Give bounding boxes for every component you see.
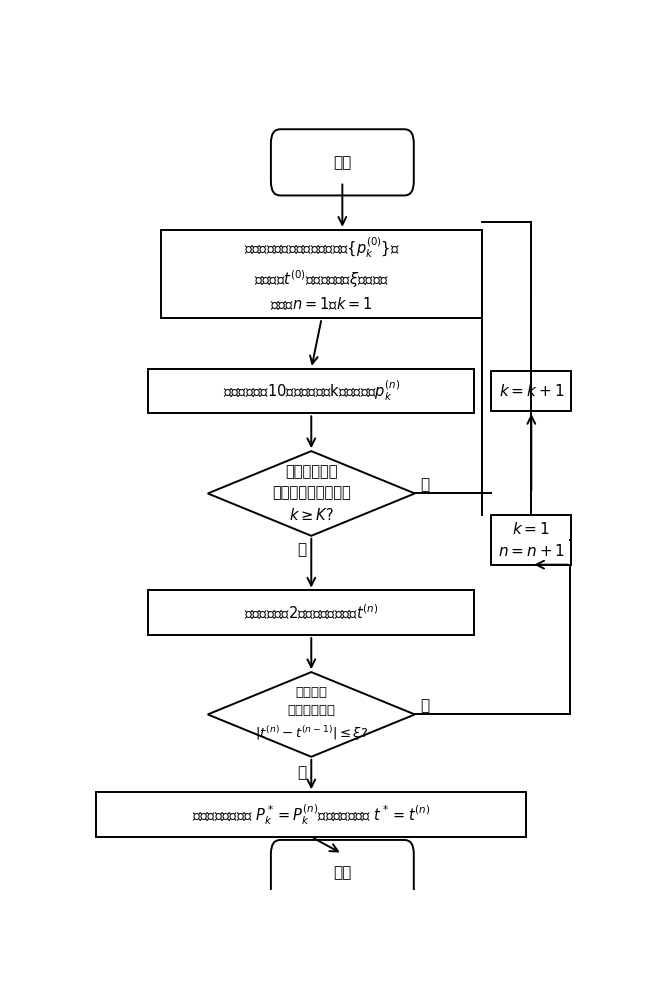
Text: 开始: 开始 (333, 155, 351, 170)
Text: 是: 是 (297, 542, 307, 557)
Text: 否: 否 (420, 698, 429, 713)
Polygon shape (208, 672, 415, 757)
Text: 初始化系统参数，设置传输功率$\{p_k^{(0)}\}$和
传输时间$t^{(0)}$，误差容忍度$\xi$，当前迭
代次数$n=1$，$k=1$: 初始化系统参数，设置传输功率$\{p_k^{(0)}\}$和 传输时间$t^{(… (244, 236, 399, 312)
Text: $k=1$
$n=n+1$: $k=1$ $n=n+1$ (498, 521, 565, 559)
Bar (491, 371, 571, 411)
Text: 判断算法
是否收敛，即
$|t^{(n)}-t^{(n-1)}|\leq\xi$?: 判断算法 是否收敛，即 $|t^{(n)}-t^{(n-1)}|\leq\xi$… (255, 686, 368, 743)
Text: 获得最优功率分配 $P_k^*=P_k^{(n)}$和最优传输时间 $t^*=t^{(n)}$: 获得最优功率分配 $P_k^*=P_k^{(n)}$和最优传输时间 $t^*=t… (192, 802, 431, 827)
Bar (96, 792, 526, 837)
FancyBboxPatch shape (271, 840, 413, 906)
FancyBboxPatch shape (271, 129, 413, 195)
Text: $k=k+1$: $k=k+1$ (498, 383, 564, 399)
Text: 判断是否计算
所有用户的功率，即
$k\geq K$?: 判断是否计算 所有用户的功率，即 $k\geq K$? (272, 464, 351, 523)
Text: 根据表达式（10）计算出用户k的传输功率$p_k^{(n)}$: 根据表达式（10）计算出用户k的传输功率$p_k^{(n)}$ (222, 379, 400, 403)
Bar (491, 515, 571, 565)
Bar (148, 590, 474, 635)
Bar (161, 230, 482, 318)
Text: 结束: 结束 (333, 866, 351, 881)
Text: 是: 是 (297, 765, 307, 780)
Bar (148, 369, 474, 413)
Text: 否: 否 (420, 477, 429, 492)
Polygon shape (208, 451, 415, 536)
Text: 根据表达式（2）计算出传输时间$t^{(n)}$: 根据表达式（2）计算出传输时间$t^{(n)}$ (244, 603, 379, 623)
